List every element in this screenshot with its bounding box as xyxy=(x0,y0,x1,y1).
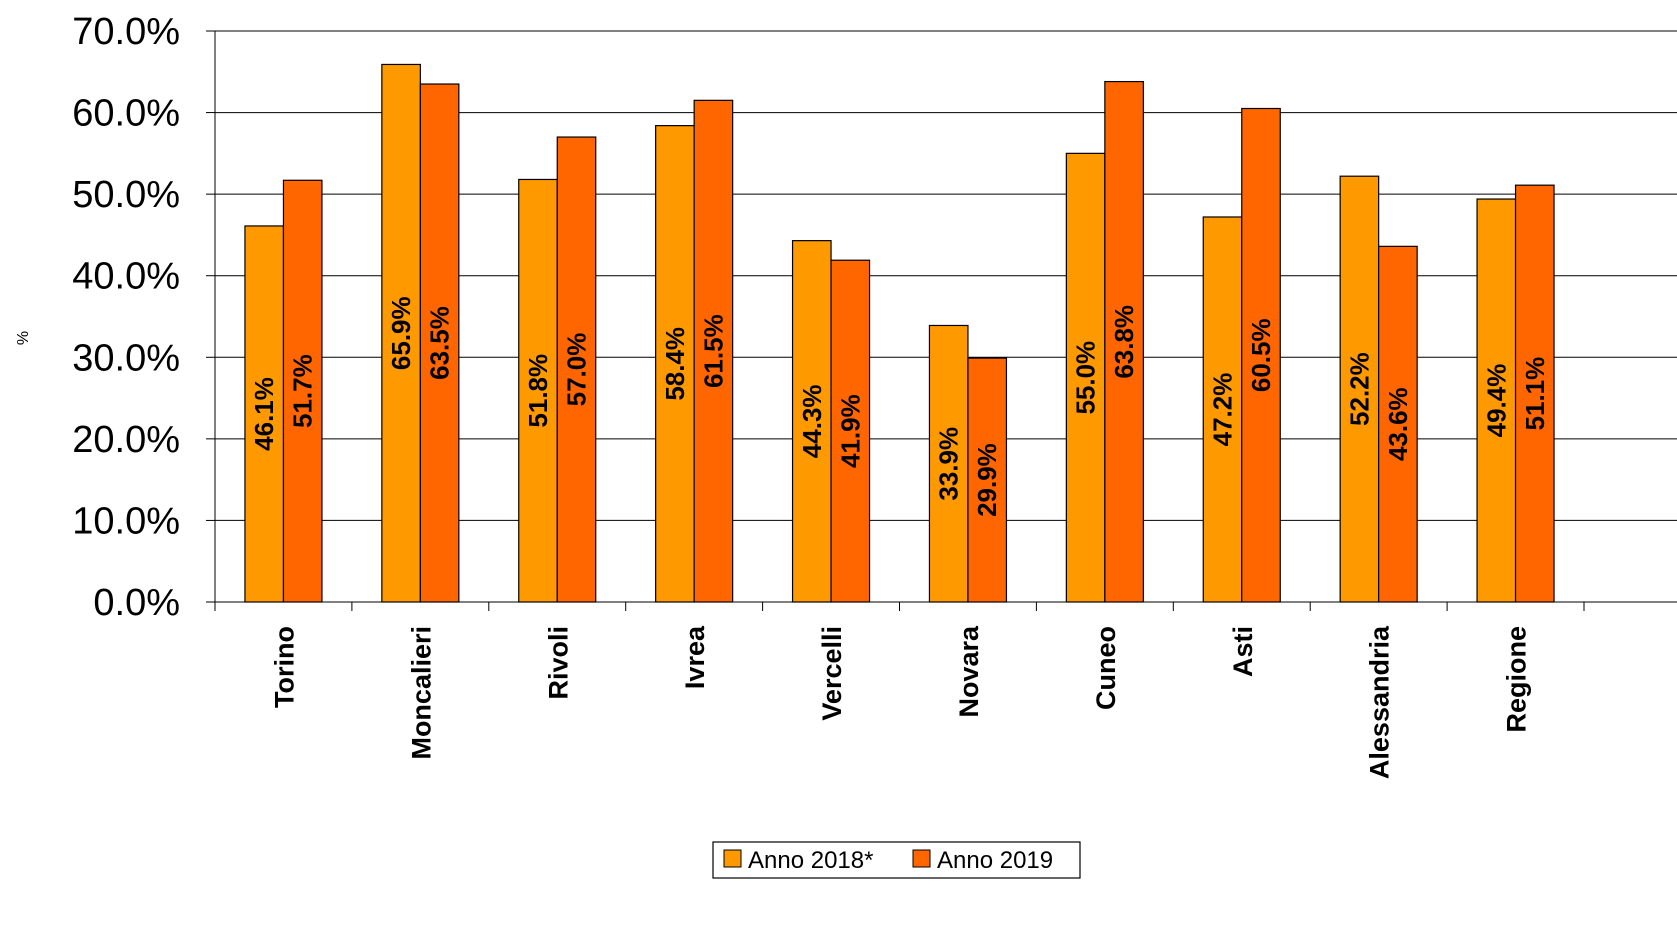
y-tick-label: 40.0% xyxy=(72,256,180,298)
bar xyxy=(1476,198,1517,603)
bar xyxy=(1202,216,1243,603)
data-label: 43.6% xyxy=(1383,387,1413,461)
data-label: 51.1% xyxy=(1520,357,1550,431)
category-labels: Torino Moncalieri Rivoli Ivrea Vercelli Novar… xyxy=(269,625,1531,779)
bar xyxy=(1241,107,1281,603)
x-tick-label: Moncalieri xyxy=(406,626,436,760)
data-label: 52.2% xyxy=(1344,352,1374,426)
data-label: 65.9% xyxy=(386,296,416,370)
data-label: 63.8% xyxy=(1109,305,1139,379)
legend: Anno 2018* Anno 2019 xyxy=(712,841,1081,879)
x-tick-label: Torino xyxy=(269,626,299,708)
legend-swatch xyxy=(912,849,931,868)
data-labels: 46.1% 51.7% 65.9% 63.5% 51.8% 57.0% 58.4% 61.5%… xyxy=(249,296,1550,517)
bar xyxy=(556,136,597,603)
data-label: 44.3% xyxy=(797,384,827,458)
data-label: 55.0% xyxy=(1071,341,1101,415)
y-tick-label: 10.0% xyxy=(72,500,180,542)
y-tick-label: 60.0% xyxy=(72,93,180,135)
y-tick-label: 0.0% xyxy=(93,582,180,624)
bar xyxy=(791,240,832,603)
data-label: 60.5% xyxy=(1246,318,1276,392)
bar xyxy=(419,83,460,603)
data-label: 49.4% xyxy=(1481,364,1511,438)
bar xyxy=(1514,184,1555,603)
data-label: 58.4% xyxy=(660,327,690,401)
bar xyxy=(928,324,969,603)
x-tick-label: Ivrea xyxy=(680,625,710,689)
data-label: 47.2% xyxy=(1208,373,1238,447)
x-tick-label: Cuneo xyxy=(1091,626,1121,710)
x-tick-label: Novara xyxy=(954,625,984,718)
x-tick-label: Alessandria xyxy=(1365,625,1395,779)
data-label: 63.5% xyxy=(425,306,455,380)
y-axis-title: % xyxy=(15,331,32,345)
axes: 0.0% 10.0% 20.0% 30.0% 40.0% 50.0% 60.0% 70.0% xyxy=(72,11,1677,624)
bar xyxy=(693,99,734,603)
bar xyxy=(1065,152,1106,603)
bar xyxy=(518,178,558,603)
x-tick-label: Rivoli xyxy=(543,626,573,700)
x-tick-label: Vercelli xyxy=(817,626,847,721)
legend-label: Anno 2018* xyxy=(748,847,873,874)
data-label: 61.5% xyxy=(698,314,728,388)
bar xyxy=(655,125,695,603)
data-label: 46.1% xyxy=(249,377,279,451)
data-label: 51.7% xyxy=(288,354,318,428)
bar xyxy=(282,179,323,603)
bar xyxy=(244,225,285,603)
data-label: 33.9% xyxy=(934,427,964,501)
y-tick-label: 30.0% xyxy=(72,337,180,379)
y-tick-label: 70.0% xyxy=(72,11,180,53)
data-label: 41.9% xyxy=(835,394,865,468)
bar xyxy=(1378,245,1418,603)
legend-label: Anno 2019 xyxy=(937,847,1053,874)
data-label: 51.8% xyxy=(523,354,553,428)
bar xyxy=(1104,80,1144,603)
bar xyxy=(967,357,1008,603)
data-label: 57.0% xyxy=(562,333,592,407)
bars xyxy=(244,63,1555,603)
legend-box xyxy=(712,841,1081,879)
y-tick-label: 50.0% xyxy=(72,174,180,216)
x-tick-label: Asti xyxy=(1228,626,1258,677)
data-label: 29.9% xyxy=(972,443,1002,517)
legend-swatch xyxy=(723,849,742,868)
bar xyxy=(830,259,871,603)
y-tick-label: 20.0% xyxy=(72,419,180,461)
x-tick-label: Regione xyxy=(1502,626,1532,733)
bar xyxy=(1339,175,1380,603)
